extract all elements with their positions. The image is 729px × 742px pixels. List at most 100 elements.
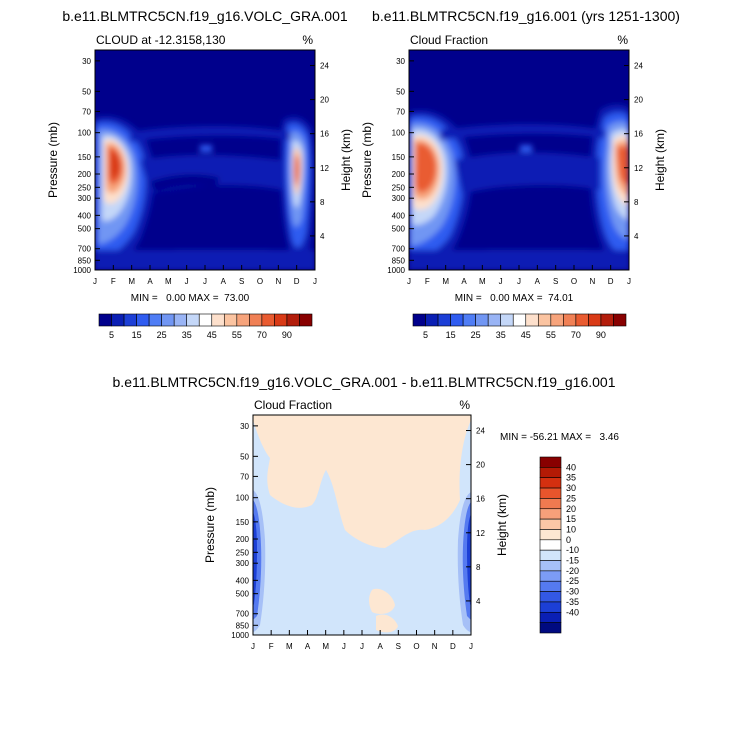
panel-c-ytick-right-label: 4 bbox=[476, 597, 481, 606]
panel-c-colorbar-label: 20 bbox=[566, 504, 576, 514]
panel-a-colorbar-swatch bbox=[223, 313, 238, 327]
panel-a-left-string: CLOUD at -12.3158,130 bbox=[96, 33, 226, 47]
panel-c-ytick-label: 100 bbox=[236, 494, 250, 503]
panel-b-ytick-label: 100 bbox=[392, 129, 406, 138]
panel-a-ytick-label: 850 bbox=[78, 256, 92, 265]
panel-a-colorbar-swatch bbox=[148, 313, 162, 327]
panel-c-units: % bbox=[459, 398, 470, 412]
panel-b-ytick-label: 300 bbox=[392, 194, 406, 203]
panel-c-colorbar-swatch bbox=[539, 508, 562, 520]
panel-c-colorbar-swatch bbox=[539, 467, 562, 479]
panel-a-xtick-label: M bbox=[128, 277, 135, 286]
panel-c-ytick-label: 850 bbox=[236, 621, 250, 630]
panel-a-ytick-label: 300 bbox=[78, 194, 92, 203]
panel-b-colorbar-swatch bbox=[450, 313, 464, 327]
panel-c-xtick-label: J bbox=[251, 642, 255, 651]
panel-c-xtick-label: F bbox=[269, 642, 274, 651]
panel-b-ytick-right-label: 24 bbox=[634, 62, 643, 71]
panel-c-xtick-label: J bbox=[360, 642, 364, 651]
panel-c-colorbar-label: 30 bbox=[566, 483, 576, 493]
panel-b-ylabel-right: Height (km) bbox=[653, 129, 667, 191]
panel-a-ytick-label: 250 bbox=[78, 183, 92, 192]
panel-b-colorbar-label: 5 bbox=[423, 330, 428, 340]
panel-b-field bbox=[409, 50, 629, 270]
panel-c-colorbar-swatch bbox=[539, 611, 562, 623]
panel-b-colorbar-swatch bbox=[550, 313, 564, 327]
panel-c-ytick-right-label: 12 bbox=[476, 529, 485, 538]
panel-c-colorbar-label: 0 bbox=[566, 535, 571, 545]
panel-b-xtick-label: S bbox=[553, 277, 558, 286]
panel-c-ytick-label: 700 bbox=[236, 610, 250, 619]
panel-c-ytick-label: 200 bbox=[236, 535, 250, 544]
panel-b-colorbar-swatch bbox=[425, 313, 439, 327]
panel-c-ytick-label: 1000 bbox=[231, 631, 249, 640]
panel-b-colorbar-swatch bbox=[500, 313, 514, 327]
panel-b-colorbar-label: 55 bbox=[546, 330, 556, 340]
panel-c-ytick-right-label: 8 bbox=[476, 563, 481, 572]
panel-a-ytick-right-label: 20 bbox=[320, 96, 329, 105]
panel-a-xtick-label: F bbox=[111, 277, 116, 286]
panel-a-colorbar-swatch bbox=[286, 313, 300, 327]
panel-a-xtick-label: J bbox=[203, 277, 207, 286]
panel-a-ytick-label: 400 bbox=[78, 211, 92, 220]
panel-b-colorbar-swatch bbox=[437, 313, 451, 327]
panel-c-ytick-right-label: 16 bbox=[476, 495, 485, 504]
panel-b-ytick-label: 500 bbox=[392, 225, 406, 234]
panel-c-xtick-label: S bbox=[396, 642, 401, 651]
panel-b-ytick-label: 850 bbox=[392, 256, 406, 265]
panel-b-ytick-label: 250 bbox=[392, 183, 406, 192]
panel-a-colorbar-label: 70 bbox=[257, 330, 267, 340]
panel-b-ylabel: Pressure (mb) bbox=[360, 122, 374, 198]
panel-b-colorbar-swatch bbox=[512, 313, 527, 327]
panel-a-ytick-right-label: 8 bbox=[320, 198, 325, 207]
panel-b-colorbar: 5 15 25 35 45 55 70 90 bbox=[412, 313, 627, 340]
panel-b-xtick-label: J bbox=[499, 277, 503, 286]
panel-a-xtick-label: O bbox=[257, 277, 263, 286]
panel-c-xtick-label: N bbox=[432, 642, 438, 651]
panel-b-xtick-label: M bbox=[479, 277, 486, 286]
panel-b-xtick-label: J bbox=[627, 277, 631, 286]
panel-a-xtick-label: S bbox=[239, 277, 244, 286]
panel-a-colorbar-label: 45 bbox=[207, 330, 217, 340]
panel-c-colorbar-label: 10 bbox=[566, 524, 576, 534]
panel-a-xtick-label: M bbox=[165, 277, 172, 286]
panel-a-stats: MIN = 0.00 MAX = 73.00 bbox=[131, 293, 250, 304]
panel-b-colorbar-swatch bbox=[537, 313, 552, 327]
panel-a: b.e11.BLMTRC5CN.f19_g16.VOLC_GRA.001 CLO… bbox=[46, 8, 353, 304]
panel-c-colorbar-swatch bbox=[539, 580, 562, 592]
panel-a-colorbar-swatch bbox=[98, 313, 112, 327]
panel-c-ytick-label: 50 bbox=[240, 452, 249, 461]
panel-c-colorbar-label: 40 bbox=[566, 462, 576, 472]
panel-c-colorbar-label: -15 bbox=[566, 556, 579, 566]
panel-a-ytick-right-label: 12 bbox=[320, 164, 329, 173]
panel-b: b.e11.BLMTRC5CN.f19_g16.001 (yrs 1251-13… bbox=[360, 8, 680, 304]
panel-a-field bbox=[95, 50, 315, 270]
panel-c-xtick-label: J bbox=[342, 642, 346, 651]
panel-c-title: b.e11.BLMTRC5CN.f19_g16.VOLC_GRA.001 - b… bbox=[113, 374, 616, 390]
panel-a-xtick-label: D bbox=[294, 277, 300, 286]
panel-c-xtick-label: D bbox=[450, 642, 456, 651]
panel-c-ytick-label: 400 bbox=[236, 576, 250, 585]
panel-a-units: % bbox=[302, 33, 313, 47]
panel-c-colorbar-swatch bbox=[539, 529, 562, 541]
panel-c-colorbar-label: -20 bbox=[566, 566, 579, 576]
panel-a-colorbar-swatch bbox=[111, 313, 125, 327]
panel-c-colorbar-label: -10 bbox=[566, 545, 579, 555]
panel-a-colorbar-swatch bbox=[274, 313, 288, 327]
panel-b-xtick-label: J bbox=[517, 277, 521, 286]
panel-c-colorbar-swatch bbox=[539, 518, 562, 530]
panel-b-ytick-label: 30 bbox=[396, 57, 405, 66]
panel-c-colorbar-swatch bbox=[539, 477, 562, 489]
panel-b-xtick-label: J bbox=[407, 277, 411, 286]
panel-b-left-string: Cloud Fraction bbox=[410, 33, 488, 47]
panel-a-xtick-label: N bbox=[275, 277, 281, 286]
panel-b-colorbar-label: 15 bbox=[446, 330, 456, 340]
panel-c-colorbar-label: 15 bbox=[566, 514, 576, 524]
panel-a-colorbar-swatch bbox=[186, 313, 200, 327]
panel-c-ytick-right-label: 24 bbox=[476, 427, 485, 436]
panel-c-colorbar-swatch bbox=[539, 560, 562, 572]
